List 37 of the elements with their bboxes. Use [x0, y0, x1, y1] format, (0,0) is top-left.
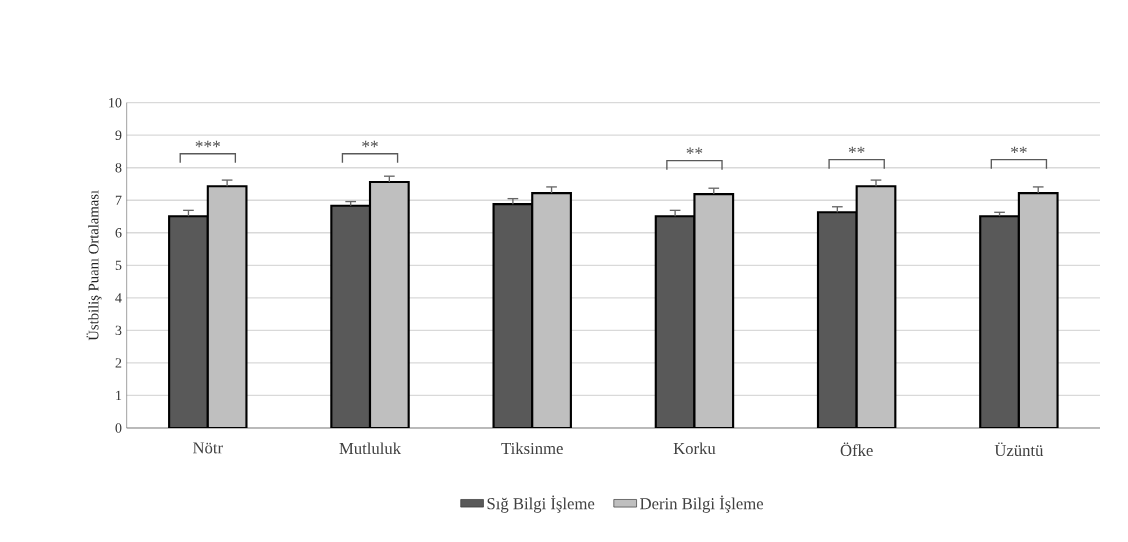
x-tick-label: Mutluluk — [339, 442, 402, 455]
bar — [979, 215, 1020, 428]
bar — [1017, 192, 1059, 428]
annotation: ** — [848, 146, 865, 153]
y-tick-label: 4 — [115, 293, 122, 303]
y-axis-title: Üstbiliş Puanı Ortalaması — [86, 190, 102, 341]
y-tick-label: 3 — [115, 325, 122, 336]
bar — [492, 203, 534, 428]
legend-label: Sığ Bilgi İşleme — [487, 495, 595, 513]
x-tick-label: Öfke — [840, 442, 873, 457]
legend-label: Derin Bilgi İşleme — [640, 495, 764, 513]
y-tick-label: 1 — [116, 390, 122, 401]
bar — [531, 192, 572, 428]
annotation: ** — [686, 147, 703, 154]
bar — [330, 204, 372, 428]
y-tick-label: 8 — [115, 163, 122, 173]
bar — [693, 193, 735, 428]
annotation: *** — [195, 140, 220, 148]
y-tick-label: 6 — [115, 228, 122, 238]
x-tick-label: Tiksinme — [501, 442, 563, 455]
bar — [206, 185, 248, 428]
y-tick-label: 2 — [115, 358, 122, 368]
x-tick-label: Nötr — [192, 442, 223, 454]
bar — [855, 185, 897, 428]
bar — [816, 211, 858, 428]
annotation: ** — [1011, 146, 1027, 153]
bar — [368, 180, 410, 428]
x-tick-label: Üzüntü — [994, 442, 1044, 457]
x-tick-label: Korku — [673, 442, 716, 455]
y-tick-label: 9 — [115, 130, 122, 140]
bar — [654, 215, 696, 428]
bar — [168, 215, 209, 428]
y-tick-label: 5 — [115, 260, 122, 270]
y-tick-label: 7 — [115, 195, 122, 205]
annotation: ** — [362, 140, 378, 148]
y-tick-label: 10 — [109, 97, 122, 108]
y-tick-label: 0 — [115, 423, 122, 433]
